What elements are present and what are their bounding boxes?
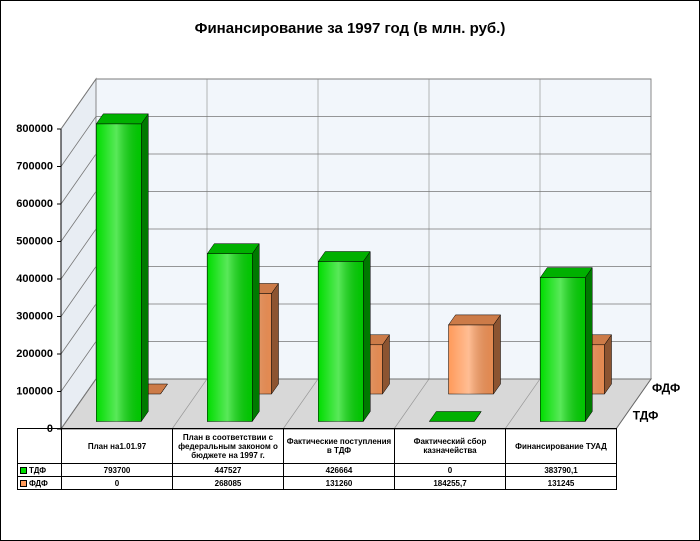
y-tick-label: 800000 [16, 123, 53, 135]
bar-top [206, 243, 260, 254]
bar-top-shade [540, 267, 593, 278]
legend-swatch [20, 479, 27, 487]
category-label: План в соответствии с федеральным законо… [172, 428, 284, 464]
bar-front-shine [207, 253, 253, 422]
bar [206, 242, 260, 423]
bar-top [428, 411, 482, 422]
chart-title: Финансирование за 1997 год (в млн. руб.) [195, 20, 506, 37]
bar-top-shade [448, 314, 501, 325]
y-tick-label: 600000 [16, 198, 53, 210]
corner-cell [17, 428, 62, 464]
bar-side-shade [493, 314, 501, 394]
header-row: План на1.01.97 План в соответствии с феде… [17, 428, 617, 464]
y-tick-label: 300000 [16, 310, 53, 322]
category-label: Фактический сбор казначейства [394, 428, 506, 464]
value-cell: 447527 [172, 463, 284, 477]
y-tick-label: 400000 [16, 273, 53, 285]
value-cell: 131260 [283, 476, 395, 490]
legend-cell: ТДФ [17, 463, 62, 477]
category-label: Финансирование ТУАД [505, 428, 617, 464]
data-table: План на1.01.97 План в соответствии с феде… [17, 428, 617, 490]
value-cell: 268085 [172, 476, 284, 490]
value-cell: 383790,1 [505, 463, 617, 477]
bar-top-shade [207, 243, 260, 254]
legend-label: ТДФ [29, 465, 47, 475]
series-row: ФДФ 0 268085 131260 184255,7 131245 [17, 476, 617, 490]
bar-side-shade [382, 334, 390, 394]
y-tick-label: 200000 [16, 348, 53, 360]
bar-side-shade [271, 283, 279, 394]
bar-front-shine [96, 123, 142, 422]
bar-side-shade [604, 334, 612, 394]
value-cell: 184255,7 [394, 476, 506, 490]
bar-top-shade [96, 113, 149, 124]
bar-top [448, 314, 501, 326]
legend-cell: ФДФ [17, 476, 62, 490]
depth-axis-label: ТДФ [633, 409, 659, 423]
bar-top [539, 267, 593, 278]
bar-front-shine [448, 324, 494, 394]
bar-side-shade [252, 243, 260, 422]
category-label: План на1.01.97 [61, 428, 173, 464]
y-tick-label: 500000 [16, 235, 53, 247]
y-tick-label: 700000 [16, 160, 53, 172]
bar-top [317, 251, 371, 262]
y-tick-label: 100000 [16, 385, 53, 397]
legend-label: ФДФ [29, 478, 48, 488]
grid-line [60, 116, 651, 167]
grid-line [60, 78, 651, 130]
value-cell: 426664 [283, 463, 395, 477]
depth-axis-label: ФДФ [652, 381, 680, 395]
value-cell: 0 [394, 463, 506, 477]
bar-side-shade [363, 251, 371, 422]
bar [448, 314, 501, 395]
bar-top-shade [429, 411, 482, 422]
value-cell: 793700 [61, 463, 173, 477]
value-cell: 131245 [505, 476, 617, 490]
bar-front-shine [540, 277, 586, 422]
legend-swatch [20, 466, 27, 474]
bar-top [95, 113, 149, 125]
bar [539, 266, 593, 423]
bar-side-shade [585, 267, 593, 422]
bar [428, 411, 482, 422]
bar [317, 250, 371, 423]
value-cell: 0 [61, 476, 173, 490]
bar [95, 113, 149, 423]
bar-front-shine [318, 261, 364, 422]
series-row: ТДФ 793700 447527 426664 0 383790,1 [17, 463, 617, 477]
category-label: Фактические поступления в ТДФ [283, 428, 395, 464]
bar-side-shade [141, 113, 149, 422]
bar-top-shade [318, 251, 371, 262]
